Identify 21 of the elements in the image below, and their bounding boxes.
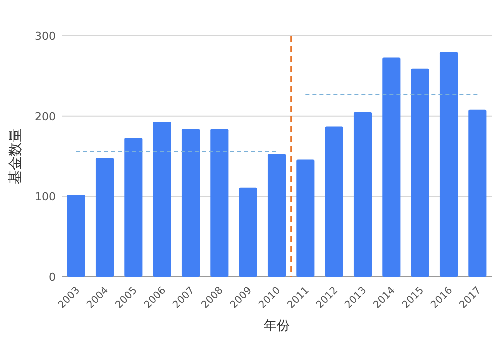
bar bbox=[153, 122, 172, 277]
bar bbox=[440, 52, 458, 277]
bar bbox=[210, 129, 229, 277]
bar bbox=[354, 112, 372, 277]
y-tick-label: 300 bbox=[35, 30, 56, 43]
y-tick-label: 200 bbox=[35, 110, 56, 124]
bar bbox=[96, 158, 114, 277]
bar bbox=[325, 126, 344, 277]
bar bbox=[296, 160, 315, 277]
bar bbox=[124, 138, 143, 277]
bar bbox=[382, 58, 401, 277]
bar bbox=[268, 154, 286, 277]
y-axis-title: 基金数量 bbox=[8, 128, 24, 184]
bar bbox=[182, 129, 200, 277]
bar bbox=[411, 68, 430, 277]
y-tick-label: 100 bbox=[35, 190, 56, 204]
x-axis-title: 年份 bbox=[264, 319, 290, 334]
bar bbox=[67, 195, 86, 277]
bar bbox=[468, 110, 487, 277]
bar bbox=[239, 188, 258, 277]
y-tick-label: 0 bbox=[49, 271, 56, 284]
